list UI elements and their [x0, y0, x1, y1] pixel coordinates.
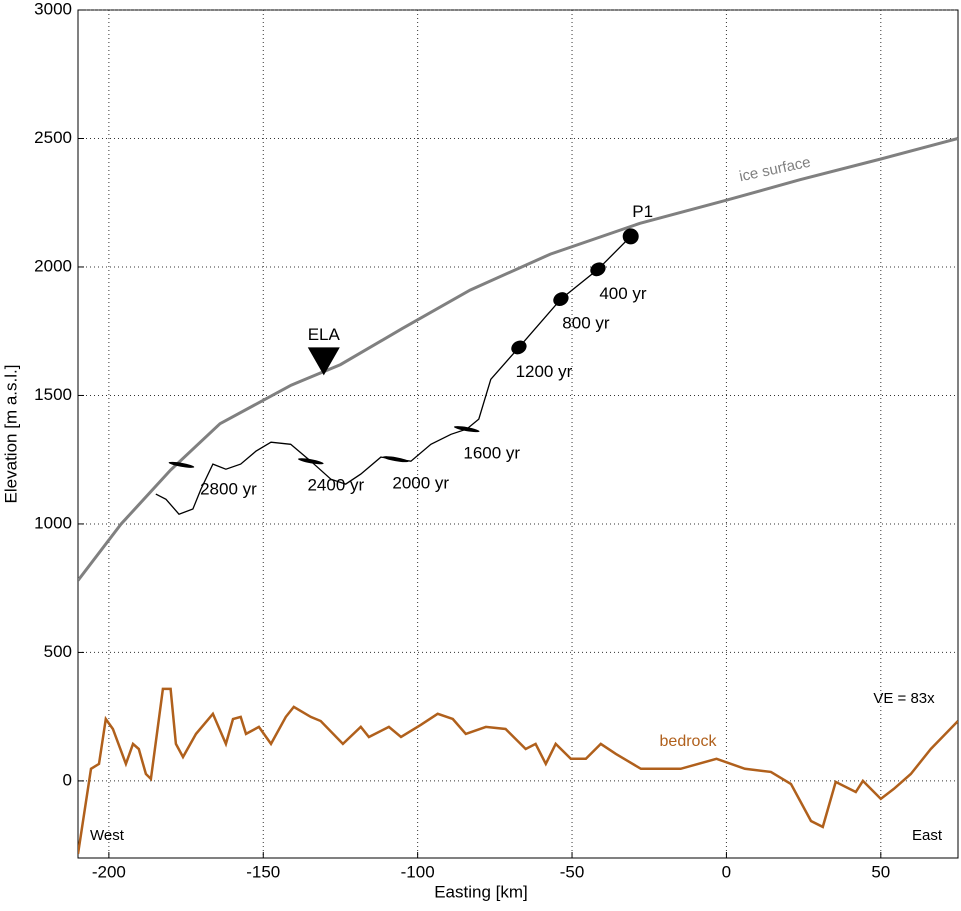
age-marker — [511, 340, 527, 355]
age-marker — [298, 458, 324, 465]
x-axis-label: Easting [km] — [434, 882, 528, 901]
age-marker — [168, 461, 195, 468]
y-tick-label: 0 — [63, 770, 72, 789]
y-axis-label: Elevation [m a.s.l.] — [1, 365, 20, 504]
age-label: 400 yr — [599, 284, 647, 303]
bedrock-label: bedrock — [660, 733, 718, 750]
y-tick-label: 1500 — [34, 385, 72, 404]
series-line — [78, 137, 958, 582]
start-label: P1 — [632, 202, 653, 221]
x-tick-label: 0 — [722, 862, 731, 881]
y-tick-label: 3000 — [34, 0, 72, 18]
age-label: 800 yr — [562, 314, 610, 333]
x-tick-label: -100 — [401, 862, 435, 881]
age-marker — [553, 292, 569, 306]
y-tick-label: 500 — [44, 642, 72, 661]
start-point — [622, 228, 639, 245]
ela-marker — [307, 347, 340, 376]
age-marker — [453, 426, 480, 433]
age-marker — [590, 262, 606, 277]
east-label: East — [912, 827, 943, 844]
age-label: 2000 yr — [392, 474, 449, 493]
particle-path — [155, 235, 632, 515]
series-line — [78, 687, 958, 855]
age-marker — [382, 456, 409, 463]
x-tick-label: -150 — [246, 862, 280, 881]
x-tick-label: -200 — [92, 862, 126, 881]
age-label: 1600 yr — [463, 444, 520, 463]
west-label: West — [90, 827, 125, 844]
y-tick-label: 2500 — [34, 128, 72, 147]
ve-label: VE = 83x — [873, 690, 935, 707]
age-label: 2400 yr — [307, 476, 364, 495]
ela-label: ELA — [308, 325, 341, 344]
age-label: 2800 yr — [200, 479, 257, 498]
x-tick-label: 50 — [871, 862, 890, 881]
y-tick-label: 1000 — [34, 513, 72, 532]
age-label: 1200 yr — [516, 362, 573, 381]
y-tick-label: 2000 — [34, 256, 72, 275]
x-tick-label: -50 — [560, 862, 585, 881]
